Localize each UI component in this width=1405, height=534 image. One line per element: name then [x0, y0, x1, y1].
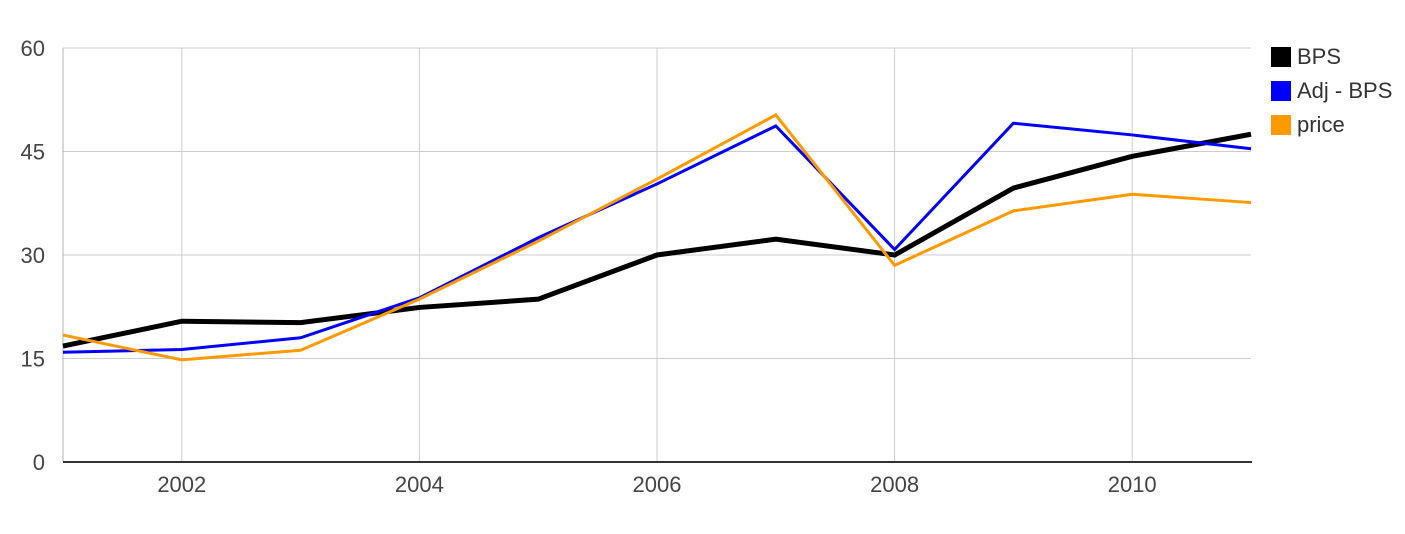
series-line-bps	[62, 131, 1252, 349]
x-tick-label: 2002	[157, 472, 206, 497]
legend-swatch-adj-bps	[1271, 81, 1291, 101]
y-tick-label: 45	[21, 140, 45, 165]
legend-swatch-bps	[1271, 47, 1291, 67]
legend-label-adj-bps: Adj - BPS	[1297, 78, 1393, 103]
series-line-price	[62, 113, 1252, 362]
x-tick-label: 2010	[1108, 472, 1157, 497]
y-tick-label: 30	[21, 243, 45, 268]
x-tick-label: 2006	[633, 472, 682, 497]
y-tick-label: 60	[21, 36, 45, 61]
chart-legend: BPS Adj - BPS price	[1271, 44, 1393, 149]
legend-swatch-price	[1271, 115, 1291, 135]
series-line-adj-bps	[62, 121, 1252, 354]
legend-item-adj-bps: Adj - BPS	[1271, 78, 1393, 103]
y-tick-label: 15	[21, 347, 45, 372]
x-tick-label: 2008	[870, 472, 919, 497]
legend-label-bps: BPS	[1297, 44, 1342, 69]
legend-label-price: price	[1297, 112, 1345, 137]
legend-item-bps: BPS	[1271, 44, 1392, 69]
x-tick-label: 2004	[395, 472, 444, 497]
y-tick-label: 0	[33, 450, 45, 475]
legend-item-price: price	[1271, 112, 1392, 137]
